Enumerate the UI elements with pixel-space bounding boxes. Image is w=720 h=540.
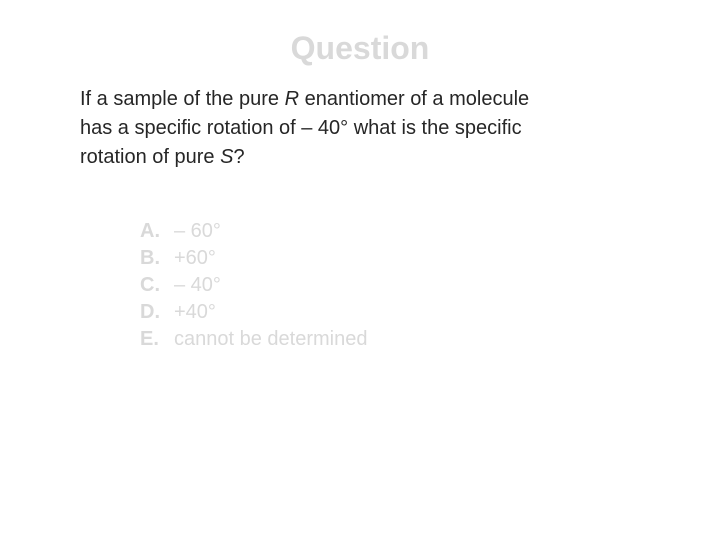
- body-line-2: has a specific rotation of – 40° what is…: [80, 114, 640, 143]
- body-line-1b: enantiomer of a molecule: [299, 88, 529, 110]
- slide-title: Question: [80, 30, 640, 67]
- option-text: +60°: [174, 247, 216, 270]
- option-text: +40°: [174, 301, 216, 324]
- body-line-3: rotation of pure S?: [80, 143, 640, 172]
- enantiomer-R: R: [285, 88, 299, 110]
- body-line-3a: rotation of pure: [80, 146, 220, 168]
- option-letter: B.: [140, 247, 174, 270]
- option-b: B. +60°: [140, 247, 640, 270]
- option-d: D. +40°: [140, 301, 640, 324]
- option-c: C. – 40°: [140, 274, 640, 297]
- body-line-1a: If a sample of the pure: [80, 88, 285, 110]
- body-line-1: If a sample of the pure R enantiomer of …: [80, 85, 640, 114]
- option-e: E. cannot be determined: [140, 328, 640, 351]
- question-body: If a sample of the pure R enantiomer of …: [80, 85, 640, 172]
- option-text: cannot be determined: [174, 328, 367, 351]
- option-letter: D.: [140, 301, 174, 324]
- slide: Question If a sample of the pure R enant…: [0, 0, 720, 540]
- option-text: – 40°: [174, 274, 221, 297]
- option-a: A. – 60°: [140, 220, 640, 243]
- option-letter: E.: [140, 328, 174, 351]
- answer-options: A. – 60° B. +60° C. – 40° D. +40° E. can…: [140, 220, 640, 351]
- body-line-3b: ?: [233, 146, 244, 168]
- option-letter: A.: [140, 220, 174, 243]
- option-text: – 60°: [174, 220, 221, 243]
- enantiomer-S: S: [220, 146, 233, 168]
- option-letter: C.: [140, 274, 174, 297]
